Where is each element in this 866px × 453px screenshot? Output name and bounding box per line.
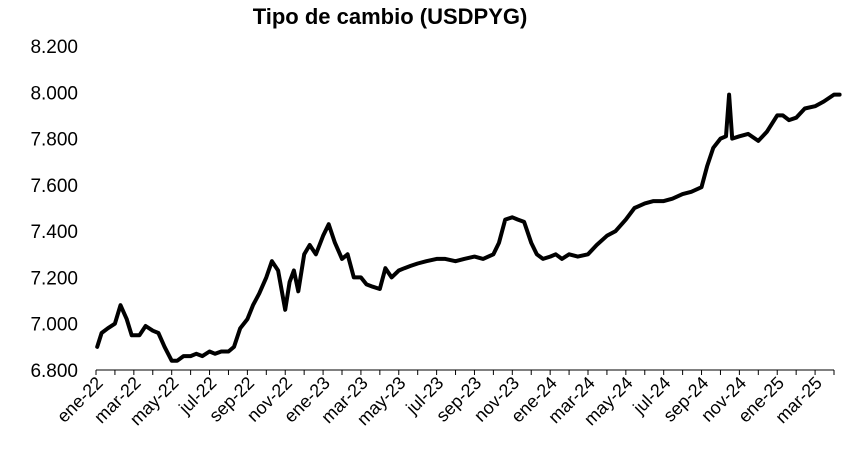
y-tick-label: 7.200 (30, 268, 78, 289)
y-axis: 6.800 7.000 7.200 7.400 7.600 7.800 8.000 8.200 (30, 37, 78, 382)
y-tick-label: 7.000 (30, 315, 78, 336)
y-tick-label: 7.800 (30, 130, 78, 151)
series-layer (95, 92, 842, 363)
y-tick-label: 8.000 (30, 83, 78, 104)
y-tick-label: 7.400 (30, 222, 78, 243)
chart-title: Tipo de cambio (USDPYG) (252, 4, 528, 29)
y-tick-label: 6.800 (30, 361, 78, 382)
x-axis: ene-22mar-22may-22jul-22sep-22nov-22ene-… (53, 369, 835, 429)
series-line (95, 92, 842, 363)
y-tick-label: 8.200 (30, 37, 78, 58)
y-tick-label: 7.600 (30, 176, 78, 197)
